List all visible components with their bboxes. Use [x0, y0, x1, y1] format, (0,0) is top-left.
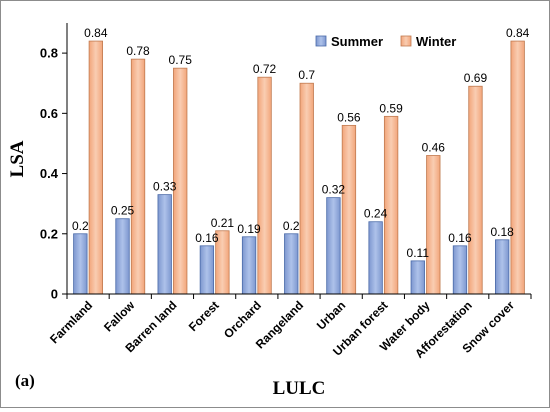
data-label-winter: 0.78: [126, 44, 150, 58]
data-label-summer: 0.11: [407, 246, 430, 260]
data-label-winter: 0.72: [253, 62, 277, 76]
bar-winter-rangeland: [299, 82, 314, 295]
legend-label-summer: Summer: [331, 34, 383, 49]
x-tick-label: Forest: [186, 298, 222, 334]
y-tick-label: 0.8: [40, 46, 58, 61]
data-label-winter: 0.59: [379, 101, 403, 115]
legend-label-winter: Winter: [416, 34, 456, 49]
bar-summer-orchard: [241, 236, 257, 295]
data-label-winter: 0.7: [298, 68, 315, 82]
bar-winter-water-body: [426, 155, 441, 295]
y-tick-label: 0: [51, 287, 58, 302]
y-tick-label: 0.4: [40, 166, 59, 181]
bars-layer: [73, 40, 525, 295]
data-label-summer: 0.2: [72, 219, 89, 233]
bar-winter-afforestation: [468, 85, 483, 295]
y-axis-title: LSA: [7, 140, 28, 177]
data-label-winter: 0.56: [337, 110, 361, 124]
data-label-winter: 0.69: [464, 71, 488, 85]
data-label-winter: 0.84: [506, 26, 530, 40]
y-tick-label: 0.2: [40, 226, 58, 241]
bar-summer-fallow: [115, 218, 130, 295]
legend-swatch-winter: [400, 35, 412, 47]
value-labels-layer: 0.20.840.250.780.330.750.160.21 0.190.720…: [72, 26, 530, 260]
y-ticks-layer: 0 0.2 0.4 0.6 0.8: [40, 46, 67, 302]
x-tick-label: Orchard: [221, 298, 264, 341]
bar-summer-farmland: [73, 233, 88, 295]
data-label-winter: 0.75: [169, 53, 193, 67]
bar-summer-urban: [326, 197, 341, 295]
x-tick-label: Farmland: [47, 298, 95, 346]
data-label-winter: 0.84: [84, 26, 108, 40]
x-axis-title: LULC: [273, 378, 326, 399]
bar-summer-snow-cover: [495, 239, 510, 295]
x-tick-label: Urban: [314, 298, 348, 332]
data-label-summer: 0.25: [111, 204, 135, 218]
bar-winter-orchard: [257, 76, 272, 295]
data-label-summer: 0.33: [153, 180, 177, 194]
bar-summer-forest: [199, 245, 215, 295]
bar-winter-farmland: [88, 40, 103, 295]
x-tick-label: Fallow: [101, 298, 138, 335]
data-label-winter: 0.46: [422, 140, 446, 154]
data-label-summer: 0.19: [237, 222, 261, 236]
y-tick-label: 0.6: [40, 106, 58, 121]
bar-winter-urban: [341, 124, 357, 295]
legend: Summer Winter: [315, 34, 456, 49]
bar-winter-fallow: [130, 58, 146, 295]
data-label-summer: 0.24: [364, 207, 388, 221]
bar-summer-water-body: [410, 260, 425, 295]
data-label-summer: 0.16: [195, 231, 219, 245]
legend-swatch-summer: [315, 35, 327, 47]
data-label-summer: 0.18: [490, 225, 514, 239]
data-label-summer: 0.16: [448, 231, 472, 245]
bar-winter-urban-forest: [383, 115, 399, 295]
data-label-summer: 0.2: [283, 219, 300, 233]
bar-winter-snow-cover: [510, 40, 525, 295]
bar-summer-rangeland: [284, 233, 299, 295]
bar-summer-barren-land: [157, 194, 172, 295]
data-label-winter: 0.21: [211, 216, 235, 230]
bar-summer-urban-forest: [368, 221, 383, 295]
bar-summer-afforestation: [452, 245, 468, 295]
data-label-summer: 0.32: [322, 183, 346, 197]
panel-label: (a): [15, 371, 35, 390]
